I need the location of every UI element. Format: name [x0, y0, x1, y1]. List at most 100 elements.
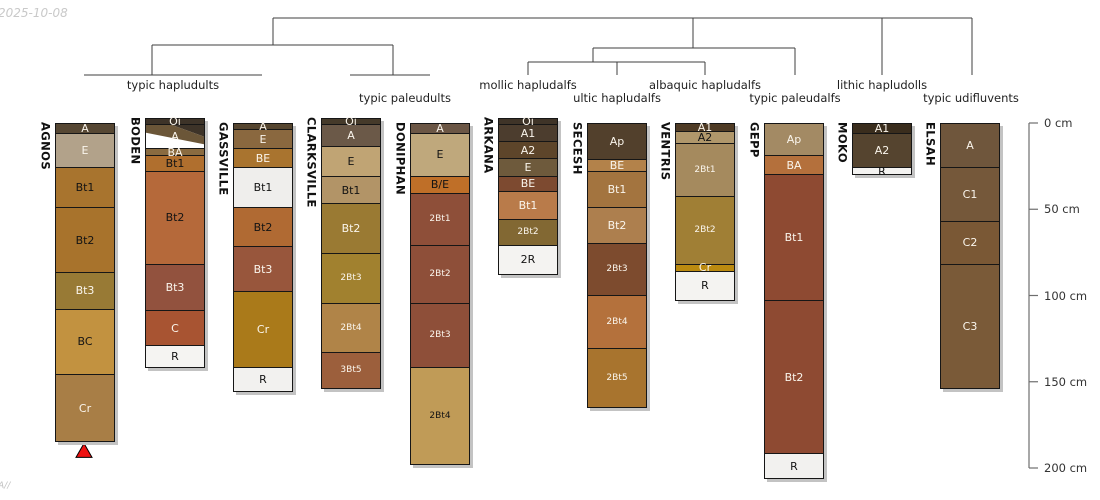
horizon-label: Bt2 [341, 222, 361, 236]
horizon-label: C2 [962, 236, 978, 250]
horizon-agnos-a: A [56, 123, 114, 134]
horizon-label: Bt1 [253, 180, 273, 194]
horizon-ventris-a2: A2 [676, 130, 734, 144]
horizon-label: BE [255, 151, 271, 165]
horizon-label: Bt1 [75, 180, 95, 194]
horizon-label: BC [77, 335, 93, 349]
horizon-label: Bt1 [518, 199, 538, 213]
horizon-label: BE [609, 158, 625, 172]
depth-tick-label: 100 cm [1044, 288, 1088, 303]
taxon-label: typic udifluvents [923, 91, 1019, 105]
horizon-label: Cr [78, 401, 92, 415]
horizon-doniphan-2bt2: 2Bt2 [411, 244, 469, 304]
horizon-ventris-2bt2: 2Bt2 [676, 196, 734, 264]
horizon-label: A1 [697, 120, 713, 134]
date-stamp: 2025-10-08 [0, 6, 68, 20]
horizon-label: Bt1 [607, 182, 627, 196]
profile-name-elsah: ELSAH [923, 122, 938, 166]
horizon-elsah-c3: C3 [941, 263, 999, 388]
horizon-label: E [436, 148, 444, 162]
horizon-secesh-2bt5: 2Bt5 [588, 348, 646, 407]
horizon-label: E [81, 143, 89, 157]
horizon-agnos-bt3: Bt3 [56, 272, 114, 309]
diagonal-wedge-pattern [146, 124, 204, 149]
profile-name-doniphan: DONIPHAN [393, 122, 408, 196]
horizon-label: Bt2 [165, 211, 185, 225]
horizon-elsah-c1: C1 [941, 167, 999, 221]
horizon-label: Oi [169, 114, 181, 128]
horizon-arkana-oi: Oi [499, 114, 557, 128]
horizon-elsah-a: A [941, 124, 999, 168]
taxon-label: typic paleudalfs [749, 91, 841, 105]
horizon-secesh-2bt4: 2Bt4 [588, 294, 646, 349]
horizon-agnos-e: E [56, 132, 114, 168]
horizon-label: Oi [345, 114, 357, 128]
horizon-label: Bt1 [784, 230, 804, 244]
depth-tick-label: 200 cm [1044, 461, 1088, 475]
taxon-label: albaquic hapludalfs [648, 78, 762, 92]
horizon-boden-c: C [146, 310, 204, 345]
horizon-label: C3 [962, 319, 978, 333]
profile-column-gepp: Ap BA Bt1 Bt2 R [764, 123, 824, 479]
horizon-gassville-bt3: Bt3 [234, 246, 292, 292]
horizon-arkana-a2: A2 [499, 141, 557, 159]
horizon-label: 2Bt1 [694, 164, 716, 175]
horizon-label: A [436, 121, 444, 135]
horizon-label: 2Bt2 [694, 225, 716, 236]
horizon-moko-a2: A2 [853, 132, 911, 168]
horizon-label: Bt3 [75, 284, 95, 298]
horizon-label: Ap [786, 133, 802, 147]
horizon-label: Cr [256, 323, 270, 337]
horizon-label: R [259, 373, 267, 387]
horizon-label: 2Bt3 [429, 330, 451, 341]
horizon-label: A [259, 120, 267, 134]
horizon-label: B/E [430, 178, 450, 192]
horizon-gepp-bt1: Bt1 [765, 174, 823, 300]
depth-tick-label: 150 cm [1044, 374, 1088, 389]
horizon-moko-r: R [853, 166, 911, 177]
horizon-label: A1 [874, 121, 890, 135]
horizon-label: Bt2 [75, 233, 95, 247]
horizon-label: Oi [522, 114, 534, 128]
horizon-arkana-bt1: Bt1 [499, 191, 557, 219]
horizon-gepp-bt2: Bt2 [765, 299, 823, 454]
profile-column-gassville: A E BE Bt1 Bt2 Bt3 Cr R [233, 120, 293, 393]
profile-name-ventris: VENTRIS [658, 122, 673, 181]
horizon-agnos-bt1: Bt1 [56, 167, 114, 207]
horizon-label: 2Bt4 [429, 410, 451, 421]
horizon-label: A1 [520, 126, 536, 140]
horizon-clarksville-bt1: Bt1 [322, 175, 380, 204]
horizon-label: 2Bt2 [429, 269, 451, 280]
horizon-label: 2Bt3 [606, 263, 628, 274]
profile-name-agnos: AGNOS [38, 122, 53, 171]
horizon-secesh-2bt3: 2Bt3 [588, 243, 646, 295]
horizon-label: E [347, 155, 355, 169]
horizon-doniphan-e: E [411, 132, 469, 176]
horizon-label: Bt2 [784, 370, 804, 384]
horizon-secesh-bt1: Bt1 [588, 170, 646, 207]
horizon-label: A2 [697, 130, 713, 144]
horizon-doniphan-a: A [411, 121, 469, 135]
profile-column-doniphan: A E B/E 2Bt1 2Bt2 2Bt3 2Bt4 [410, 123, 470, 465]
horizon-gassville-a: A [234, 120, 292, 134]
horizon-label: Bt2 [253, 220, 273, 234]
horizon-label: 2Bt1 [429, 213, 451, 224]
horizon-doniphan-2bt1: 2Bt1 [411, 193, 469, 245]
horizon-label: A [171, 130, 179, 144]
horizon-arkana-2r: 2R [499, 244, 557, 275]
horizon-gassville-r: R [234, 367, 292, 392]
horizon-label: E [259, 132, 267, 146]
profile-column-secesh: Ap BE Bt1 Bt2 2Bt3 2Bt4 2Bt5 [587, 123, 647, 408]
horizon-gassville-be: BE [234, 148, 292, 168]
horizon-label: R [790, 459, 798, 473]
horizon-label: A [966, 139, 974, 153]
profile-column-moko: A1 A2 R [852, 121, 912, 177]
horizon-clarksville-2bt4: 2Bt4 [322, 303, 380, 352]
horizon-label: BA [167, 145, 183, 159]
horizon-gassville-bt2: Bt2 [234, 206, 292, 247]
horizon-secesh-be: BE [588, 158, 646, 172]
horizon-label: 2Bt3 [340, 273, 362, 284]
horizon-clarksville-e: E [322, 146, 380, 176]
horizon-label: 2R [520, 253, 536, 267]
